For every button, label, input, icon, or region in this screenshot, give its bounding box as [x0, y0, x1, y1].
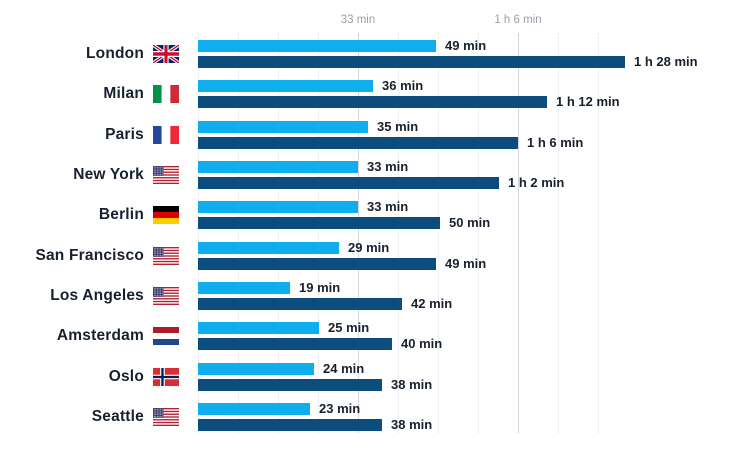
flag-united-kingdom-icon — [153, 45, 179, 63]
chart-row: Milan 36 min 1 h 12 min — [0, 78, 739, 109]
bar-value-label: 1 h 12 min — [556, 94, 620, 109]
bar-series2 — [198, 379, 382, 391]
bar-series2 — [198, 419, 382, 431]
city-label: Paris — [105, 126, 144, 143]
minor-gridline — [238, 33, 239, 433]
major-gridline — [518, 33, 519, 433]
bar-series2 — [198, 338, 392, 350]
chart-row: Amsterdam 25 min 40 min — [0, 320, 739, 351]
flag-germany-icon — [153, 206, 179, 224]
chart-row: Seattle 23 min 38 min — [0, 401, 739, 432]
chart-row: Los Angeles 19 min 42 min — [0, 280, 739, 311]
bar-value-label: 40 min — [401, 336, 443, 351]
bar-series2 — [198, 56, 625, 68]
bar-series1 — [198, 80, 373, 92]
bar-series2 — [198, 96, 547, 108]
bar-value-label: 23 min — [319, 401, 361, 416]
bar-value-label: 1 h 28 min — [634, 54, 698, 69]
bar-value-label: 1 h 2 min — [508, 175, 565, 190]
chart-row: Oslo 24 min 38 min — [0, 361, 739, 392]
minor-gridline — [278, 33, 279, 433]
bar-value-label: 49 min — [445, 256, 487, 271]
axis-tick-label: 33 min — [340, 14, 376, 26]
flag-norway-icon — [153, 368, 179, 386]
bar-value-label: 33 min — [367, 159, 409, 174]
city-label: London — [85, 45, 144, 62]
bar-series1 — [198, 403, 310, 415]
bar-value-label: 36 min — [382, 78, 424, 93]
city-label: Amsterdam — [56, 327, 144, 344]
chart-row: Paris 35 min 1 h 6 min — [0, 119, 739, 150]
city-label: Los Angeles — [50, 287, 144, 304]
city-label: San Francisco — [35, 247, 144, 264]
bar-series1 — [198, 363, 314, 375]
flag-netherlands-icon — [153, 327, 179, 345]
bar-value-label: 35 min — [377, 119, 419, 134]
bar-series1 — [198, 201, 358, 213]
major-gridline — [358, 33, 359, 433]
bar-value-label: 1 h 6 min — [527, 135, 584, 150]
bar-series1 — [198, 161, 358, 173]
bar-series1 — [198, 40, 436, 52]
city-label: Milan — [103, 85, 144, 102]
bar-value-label: 19 min — [299, 280, 341, 295]
axis-tick-label: 1 h 6 min — [494, 14, 542, 26]
city-label: Berlin — [98, 206, 144, 223]
minor-gridline — [398, 33, 399, 433]
bar-value-label: 49 min — [445, 38, 487, 53]
flag-united-states-icon — [153, 287, 179, 305]
bar-value-label: 29 min — [348, 240, 390, 255]
flag-united-states-icon — [153, 166, 179, 184]
minor-gridline — [318, 33, 319, 433]
city-label: New York — [73, 166, 144, 183]
bar-value-label: 38 min — [391, 417, 433, 432]
bar-series2 — [198, 177, 499, 189]
city-label: Seattle — [91, 408, 144, 425]
bar-series2 — [198, 298, 402, 310]
minor-gridline — [198, 33, 199, 433]
minor-gridline — [438, 33, 439, 433]
chart-row: New York 33 min 1 h 2 min — [0, 159, 739, 190]
flag-united-states-icon — [153, 247, 179, 265]
bar-value-label: 33 min — [367, 199, 409, 214]
bar-series2 — [198, 258, 436, 270]
bar-series1 — [198, 121, 368, 133]
chart-row: San Francisco 29 min 49 min — [0, 240, 739, 271]
flag-united-states-icon — [153, 408, 179, 426]
bar-series1 — [198, 242, 339, 254]
minor-gridline — [478, 33, 479, 433]
flag-france-icon — [153, 126, 179, 144]
bar-series1 — [198, 282, 290, 294]
bar-value-label: 50 min — [449, 215, 491, 230]
bar-series2 — [198, 137, 518, 149]
minor-gridline — [558, 33, 559, 433]
bar-series2 — [198, 217, 440, 229]
minor-gridline — [598, 33, 599, 433]
bar-value-label: 25 min — [328, 320, 370, 335]
flag-italy-icon — [153, 85, 179, 103]
bar-value-label: 24 min — [323, 361, 365, 376]
bar-value-label: 38 min — [391, 377, 433, 392]
bar-value-label: 42 min — [411, 296, 453, 311]
chart-row: Berlin 33 min 50 min — [0, 199, 739, 230]
city-label: Oslo — [108, 368, 144, 385]
bar-series1 — [198, 322, 319, 334]
chart-row: London 49 min 1 h 28 min — [0, 38, 739, 69]
